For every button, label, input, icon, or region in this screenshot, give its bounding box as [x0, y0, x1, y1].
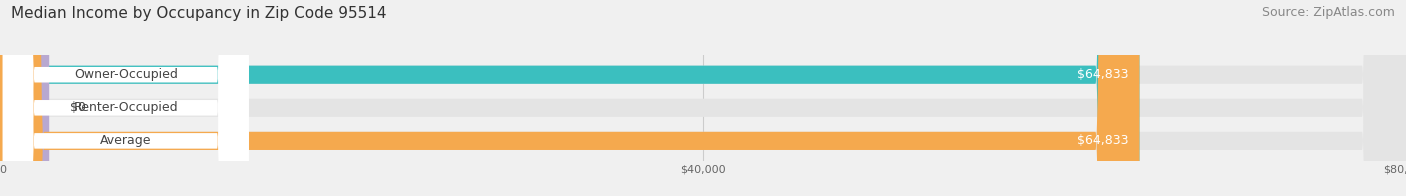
Text: $64,833: $64,833 — [1077, 134, 1128, 147]
Text: Renter-Occupied: Renter-Occupied — [73, 101, 179, 114]
FancyBboxPatch shape — [0, 0, 1139, 196]
FancyBboxPatch shape — [0, 0, 49, 196]
Text: Average: Average — [100, 134, 152, 147]
FancyBboxPatch shape — [0, 0, 1139, 196]
FancyBboxPatch shape — [3, 0, 249, 196]
FancyBboxPatch shape — [3, 0, 249, 196]
Text: Median Income by Occupancy in Zip Code 95514: Median Income by Occupancy in Zip Code 9… — [11, 6, 387, 21]
Text: $0: $0 — [70, 101, 86, 114]
Text: Owner-Occupied: Owner-Occupied — [75, 68, 177, 81]
Text: Source: ZipAtlas.com: Source: ZipAtlas.com — [1261, 6, 1395, 19]
Text: $64,833: $64,833 — [1077, 68, 1128, 81]
FancyBboxPatch shape — [3, 0, 249, 196]
